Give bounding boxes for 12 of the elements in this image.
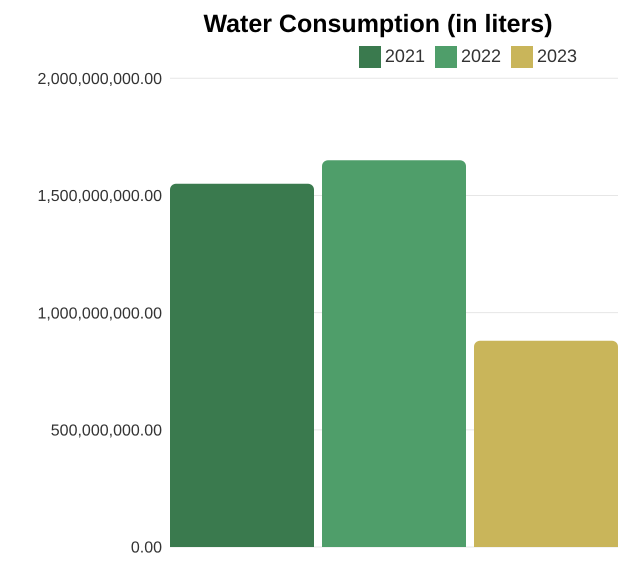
legend-label: 2023	[537, 46, 578, 66]
y-tick-label: 0.00	[130, 540, 162, 557]
bar	[170, 184, 314, 547]
bar	[474, 340, 618, 547]
bar	[322, 160, 466, 547]
y-tick-label: 1,000,000,000.00	[37, 305, 162, 322]
y-tick-label: 500,000,000.00	[50, 422, 162, 440]
legend-label: 2021	[384, 46, 425, 66]
legend-label: 2022	[460, 46, 502, 66]
y-tick-label: 1,500,000,000.00	[37, 188, 162, 206]
y-tick-label: 2,000,000,000.00	[37, 70, 162, 88]
chart-title: Water Consumption (in liters)	[202, 10, 554, 40]
